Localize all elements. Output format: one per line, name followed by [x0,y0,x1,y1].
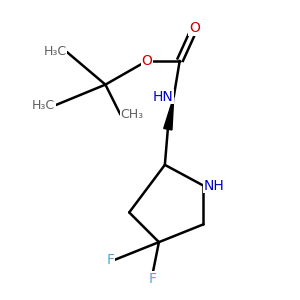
Text: F: F [106,253,114,267]
Text: O: O [142,54,152,68]
Text: H₃C: H₃C [32,99,55,112]
Text: F: F [149,272,157,286]
Polygon shape [164,97,174,130]
Text: O: O [189,21,200,35]
Text: H₃C: H₃C [44,45,67,58]
Text: NH: NH [203,179,224,193]
Text: HN: HN [153,89,174,103]
Text: CH₃: CH₃ [120,108,143,121]
